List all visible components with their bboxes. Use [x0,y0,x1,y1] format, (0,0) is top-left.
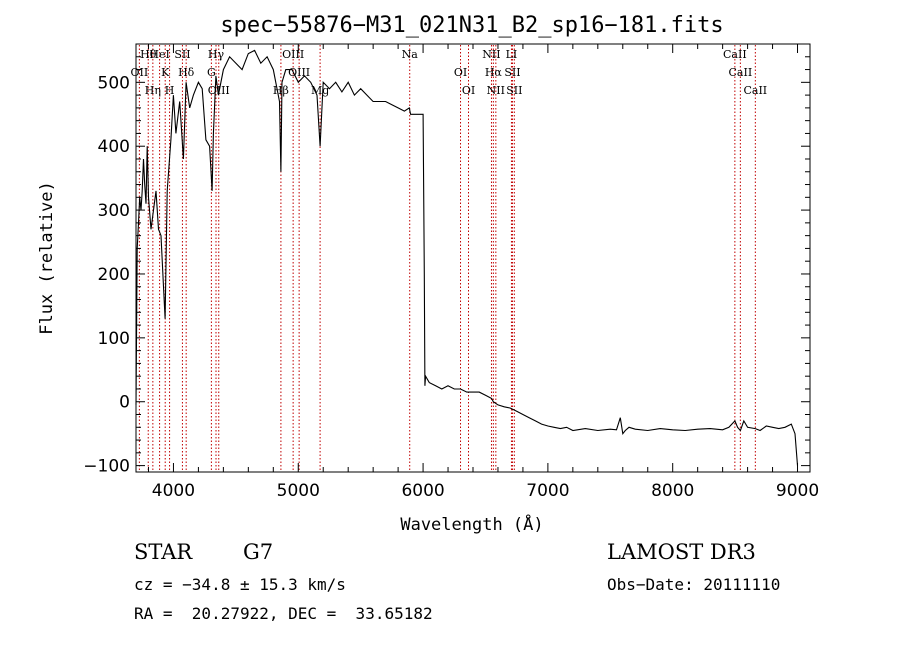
spectral-line-label: Hγ [208,48,225,61]
spectral-line-label: OII [131,66,149,79]
redshift-velocity: cz = −34.8 ± 15.3 km/s [134,575,346,594]
spectral-line-label: SII [174,48,190,61]
object-class: STAR [134,540,193,564]
spectral-line-label: OI [454,66,467,79]
x-tick-label: 5000 [277,481,320,501]
spectral-line-markers [138,45,756,471]
y-tick-label: −100 [83,457,130,477]
spectral-line-label: OIII [288,66,310,79]
spectral-line-label: Hθ [140,48,157,61]
y-tick-label: 0 [119,393,130,413]
coordinates: RA = 20.27922, DEC = 33.65182 [134,604,433,623]
x-tick-label: 8000 [651,481,694,501]
spectral-line-label: SII [504,66,520,79]
spectral-line-label: Hη [145,84,161,97]
spectral-line-label: OI [462,84,475,97]
spectral-line-label: Hα [485,66,503,79]
spectral-line-label: OIII [208,84,230,97]
survey-name: LAMOST DR3 [607,540,756,564]
spectral-line-label: Hβ [273,84,289,97]
spectral-line-label: LI [506,48,518,61]
spectral-line-label: H [165,84,175,97]
x-tick-label: 4000 [152,481,195,501]
y-axis-label: Flux (relative) [37,181,57,335]
y-tick-label: 300 [98,201,130,221]
spectral-line-label: NII [487,84,505,97]
observation-date: Obs−Date: 20111110 [607,575,781,594]
spectrum-series [135,49,799,466]
spectral-line-label: CaII [729,66,753,79]
spectral-line-label: K [161,66,170,79]
chart-title: spec−55876−M31_021N31_B2_sp16−181.fits [220,13,723,38]
spectral-line-label: HeI [149,48,169,61]
plot-frame [135,43,811,473]
object-subclass: G7 [243,540,274,564]
y-tick-label: 100 [98,329,130,349]
y-tick-label: 400 [98,137,130,157]
y-tick-label: 500 [98,73,130,93]
x-tick-label: 7000 [526,481,569,501]
x-axis-label: Wavelength (Å) [400,513,543,535]
x-tick-label: 9000 [776,481,819,501]
spectral-line-labels: HθOIIHηHeIKHSIIHδOIIIHγGHβOIIIOIIIMgNaOI… [131,48,768,97]
x-tick-label: 6000 [401,481,444,501]
spectral-line-label: Mg [311,84,329,97]
spectral-line-label: Na [402,48,419,61]
spectral-line-label: NII [482,48,500,61]
spectral-line-label: CaII [743,84,767,97]
y-tick-label: 200 [98,265,130,285]
spectral-line-label: G [207,66,216,79]
spectral-line-label: CaII [723,48,747,61]
spectral-line-label: OIII [282,48,304,61]
spectral-line-label: Hδ [178,66,195,79]
axis-ticks: 4000 5000 6000 7000 8000 9000 −100 0 100 200 300 40… [83,44,819,501]
spectrum-line [135,49,799,466]
spectral-line-label: SII [506,84,522,97]
